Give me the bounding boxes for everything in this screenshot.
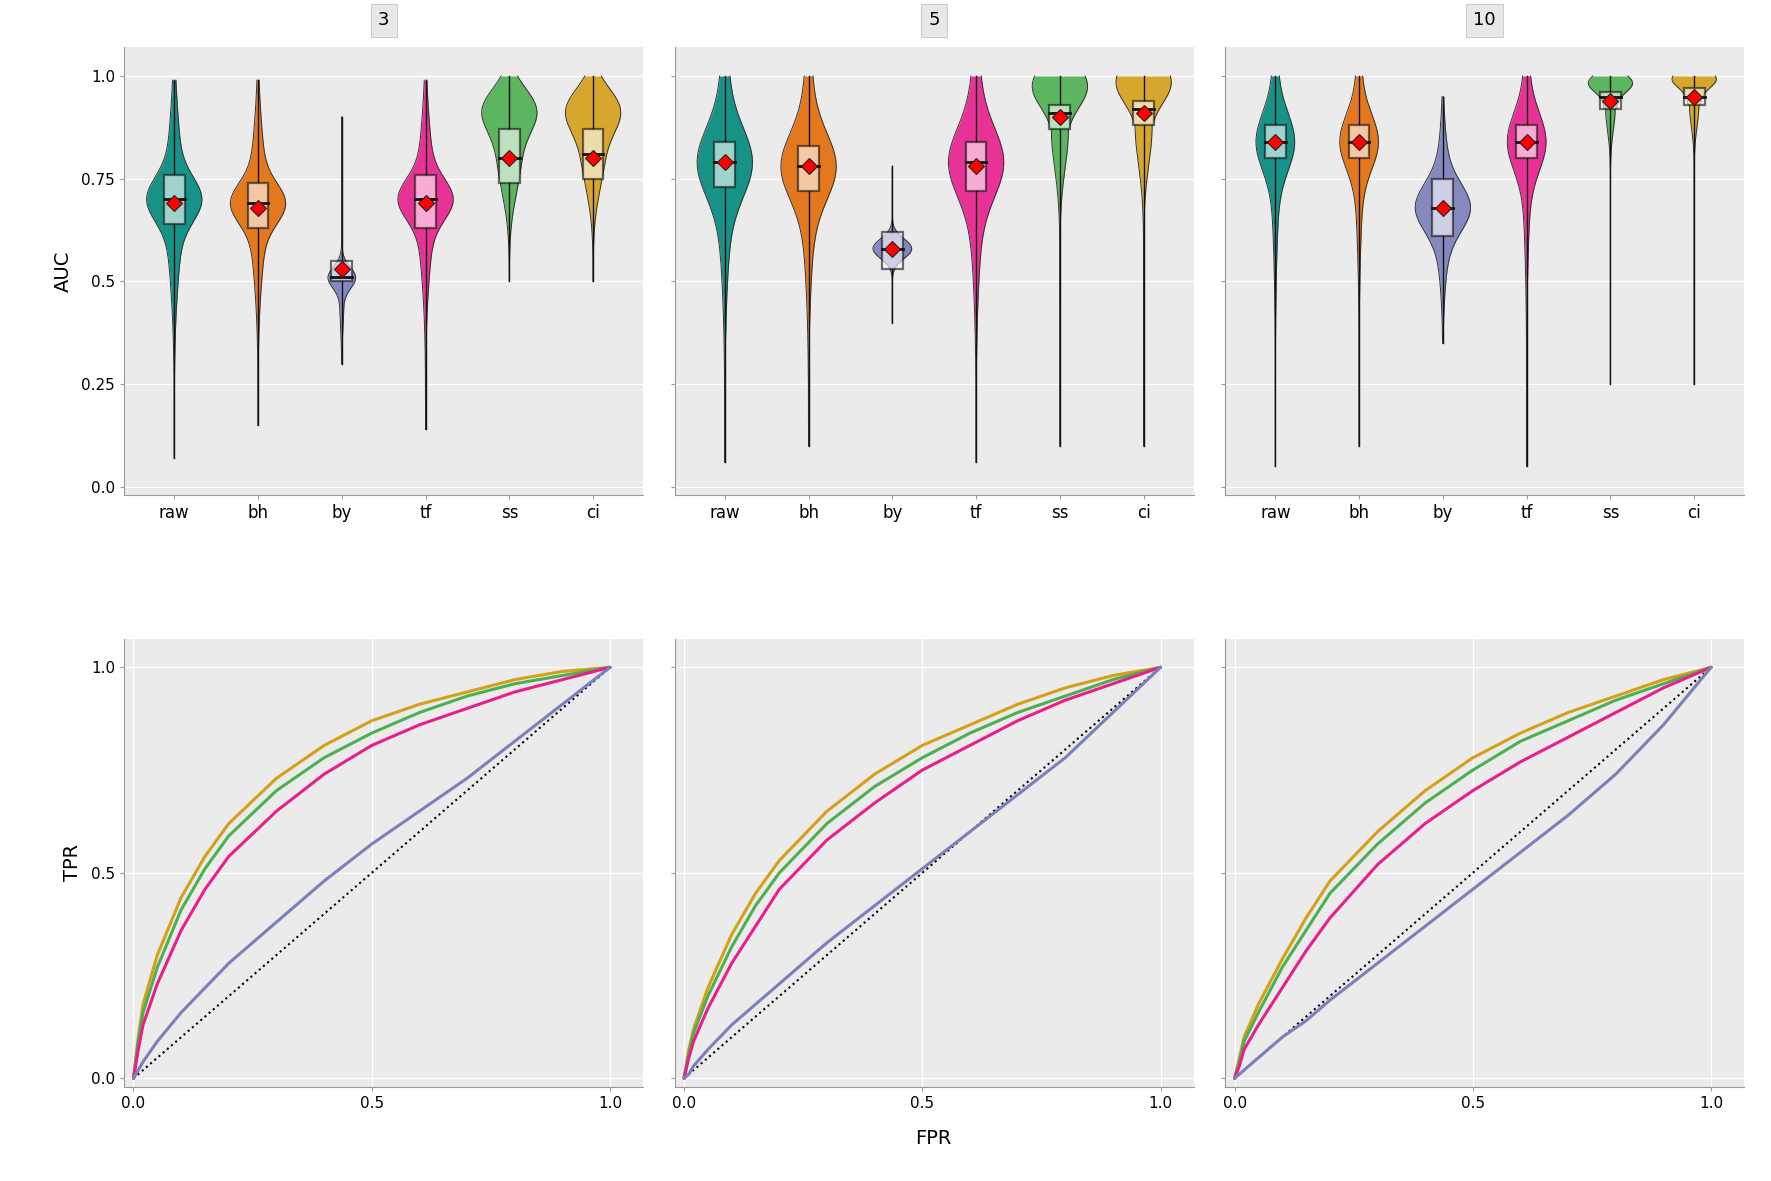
Text: 5: 5 [928,12,940,30]
Bar [965,142,986,191]
Bar [714,142,735,187]
Bar [1433,178,1454,236]
Text: FPR: FPR [916,1129,951,1148]
Bar [414,175,436,228]
Y-axis label: AUC: AUC [53,250,73,292]
Text: 10: 10 [1473,12,1496,30]
Bar [583,130,604,178]
Bar [1264,125,1286,158]
Bar [1516,125,1537,158]
Bar [248,183,269,228]
Bar [882,233,903,269]
Text: 3: 3 [377,12,390,30]
Bar [799,146,818,191]
Bar [1684,89,1704,105]
Bar [1599,92,1620,109]
Bar [499,130,519,183]
Bar [1050,105,1070,130]
Y-axis label: TPR: TPR [64,844,83,881]
Bar [165,175,184,224]
Bar [1133,100,1155,125]
Bar [1350,125,1369,158]
Bar [331,261,352,281]
